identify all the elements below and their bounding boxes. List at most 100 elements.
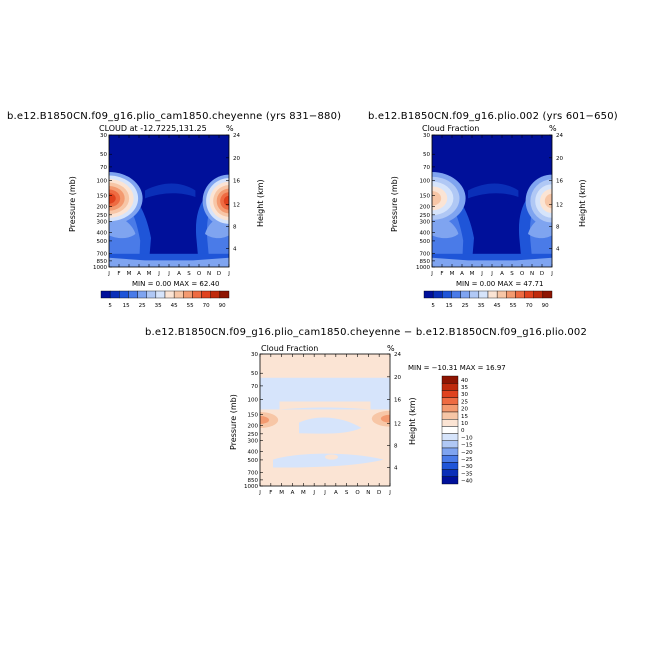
colorbar-label: 15 (461, 414, 468, 420)
height-tick-label: 8 (394, 443, 398, 449)
colorbar-label: 5 (108, 303, 112, 309)
pressure-tick-label: 50 (251, 371, 258, 377)
height-tick-label: 4 (556, 246, 560, 252)
colorbar-label: 90 (542, 303, 549, 309)
colorbar-swatch (542, 290, 553, 299)
colorbar-swatch (441, 433, 459, 441)
colorbar-swatch (441, 397, 459, 406)
colorbar-swatch (109, 290, 120, 299)
colorbar-swatch (119, 290, 129, 299)
month-label: M (127, 271, 132, 277)
colorbar-swatch (441, 382, 459, 391)
height-tick-label: 24 (233, 133, 240, 139)
height-tick-label: 12 (394, 421, 401, 427)
colorbar-swatch (441, 447, 459, 456)
colorbar-swatch (506, 290, 516, 299)
month-label: N (207, 271, 211, 277)
colorbar-label: 70 (203, 303, 210, 309)
height-tick-label: 16 (233, 178, 240, 184)
pressure-tick-label: 500 (248, 458, 259, 464)
pressure-tick-label: 250 (248, 432, 259, 438)
month-label: J (490, 271, 493, 277)
colorbar-top-right: 5 15 25 35 45 55 70 90 (423, 290, 553, 309)
pressure-tick-label: 300 (248, 439, 259, 445)
pressure-tick-label: 850 (97, 259, 108, 265)
month-label: F (440, 271, 443, 277)
colorbar-label: −20 (461, 450, 473, 456)
colorbar-swatch (155, 290, 166, 299)
month-label: J (227, 271, 230, 277)
pressure-tick-label: 100 (97, 178, 108, 184)
contour-band (432, 191, 442, 206)
month-label: O (520, 271, 525, 277)
colorbar-swatch (441, 375, 459, 384)
contour-band (468, 183, 519, 199)
colorbar-swatch (441, 426, 459, 434)
panel1-title: b.e12.B1850CN.f09_g16.plio_cam1850.cheye… (7, 111, 342, 122)
contour-fill (432, 135, 552, 267)
panel2-percent: % (549, 124, 557, 133)
month-label: J (312, 490, 315, 496)
pressure-tick-label: 700 (420, 252, 431, 258)
pressure-tick-label: 400 (248, 450, 259, 456)
contour-band (273, 453, 384, 468)
panel3-ylabel: Pressure (mb) (229, 394, 238, 450)
height-tick-label: 24 (394, 352, 401, 358)
month-label: D (540, 271, 544, 277)
colorbar-label: 30 (461, 392, 468, 398)
pressure-tick-label: 1000 (416, 265, 430, 271)
month-label: M (450, 271, 455, 277)
panel3-subtitle: Cloud Fraction (261, 344, 319, 353)
colorbar-swatch (441, 440, 459, 449)
colorbar-label: 25 (462, 303, 469, 309)
colorbar-label: −40 (461, 479, 473, 485)
month-label: J (480, 271, 483, 277)
colorbar-label: 20 (461, 407, 468, 413)
panel2-y2label: Height (km) (578, 179, 587, 227)
colorbar-label: 10 (461, 421, 468, 427)
pressure-tick-label: 300 (97, 220, 108, 226)
colorbar-swatch (441, 476, 459, 485)
colorbar-swatch (496, 290, 507, 299)
height-tick-label: 16 (394, 397, 401, 403)
colorbar-swatch (173, 290, 184, 299)
month-label: N (530, 271, 534, 277)
colorbar-swatch (423, 290, 434, 299)
height-tick-label: 20 (394, 375, 401, 381)
colorbar-swatch (533, 290, 544, 299)
panel2-minmax: MIN = 0.00 MAX = 47.71 (456, 280, 544, 288)
colorbar-label: −35 (461, 471, 473, 477)
colorbar-label: −30 (461, 464, 473, 470)
colorbar-label: 55 (510, 303, 517, 309)
contour-fill (109, 135, 229, 267)
month-label: D (217, 271, 221, 277)
pressure-tick-label: 200 (97, 204, 108, 210)
pressure-tick-label: 1000 (244, 484, 258, 490)
month-label: O (355, 490, 360, 496)
month-label: O (197, 271, 202, 277)
colorbar-label: 15 (123, 303, 130, 309)
colorbar-label: −10 (461, 435, 473, 441)
colorbar-label: 5 (431, 303, 435, 309)
month-label: N (366, 490, 370, 496)
panel3-y2label: Height (km) (408, 397, 417, 445)
pressure-tick-label: 500 (97, 239, 108, 245)
colorbar-swatch (441, 419, 459, 427)
contour-band (380, 414, 390, 423)
colorbar-swatch (183, 290, 193, 299)
panel1-ylabel: Pressure (mb) (68, 176, 77, 232)
month-label: A (460, 271, 464, 277)
month-label: J (157, 271, 160, 277)
pressure-tick-label: 100 (248, 397, 259, 403)
month-label: A (334, 490, 338, 496)
month-label: A (137, 271, 141, 277)
height-tick-label: 8 (556, 224, 560, 230)
colorbar-label: 45 (494, 303, 501, 309)
colorbar-swatch (441, 390, 459, 398)
colorbar-swatch (441, 469, 459, 477)
contour-band (223, 195, 229, 207)
contour-band (260, 416, 270, 424)
colorbar-swatch (164, 290, 175, 299)
month-label: J (167, 271, 170, 277)
